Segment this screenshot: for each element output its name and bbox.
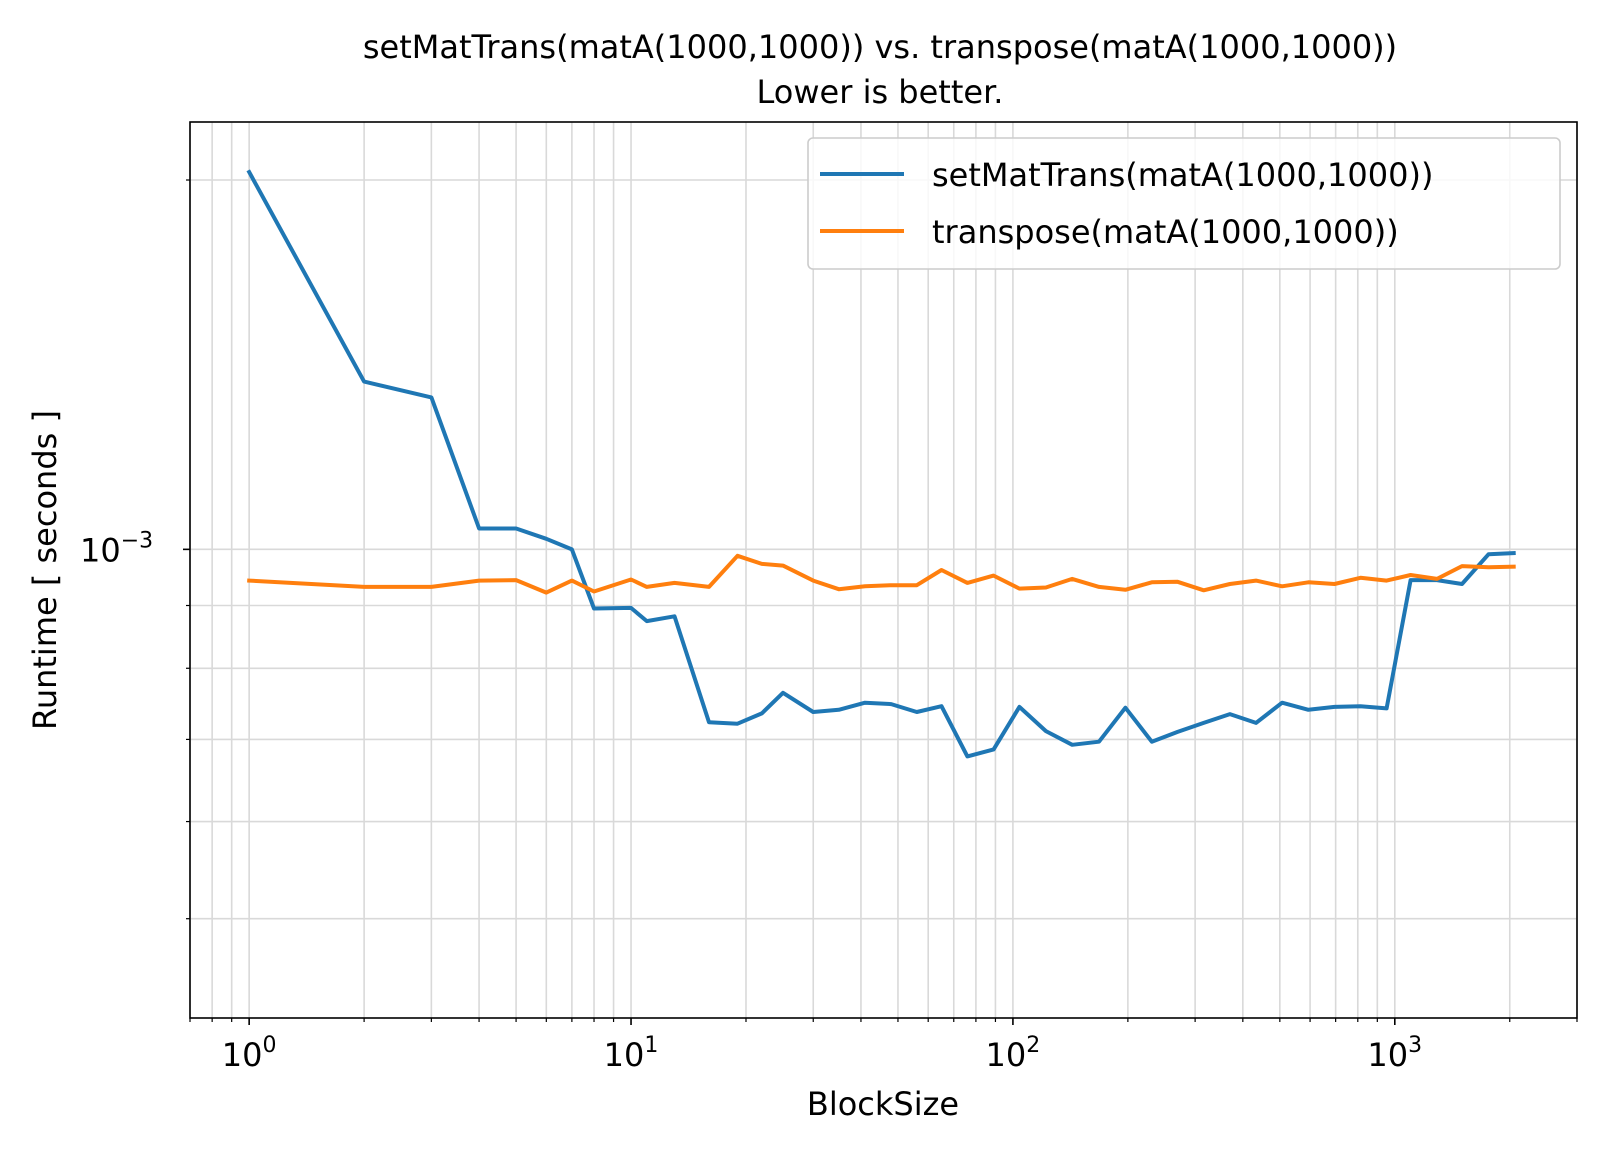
series-line-setmattrans — [246, 169, 1516, 759]
x-tick-label: 100 — [222, 1033, 277, 1074]
axis-ticks: 100 101 102 103 10−3 — [80, 179, 1578, 1074]
legend-label-setmattrans: setMatTrans(matA(1000,1000)) — [932, 156, 1433, 194]
x-tick-label: 101 — [604, 1033, 659, 1074]
y-axis-label: Runtime [ seconds ] — [26, 410, 64, 730]
plot-frame — [189, 121, 1578, 1019]
series-line-transpose — [247, 553, 1516, 595]
grid-lines — [189, 122, 1578, 1018]
legend-box — [807, 137, 1561, 270]
x-tick-label: 103 — [1367, 1033, 1422, 1074]
chart-subtitle: Lower is better. — [757, 73, 1004, 111]
chart-title: setMatTrans(matA(1000,1000)) vs. transpo… — [363, 28, 1397, 66]
y-tick-label: 10−3 — [80, 528, 153, 569]
legend: setMatTrans(matA(1000,1000)) transpose(m… — [807, 137, 1561, 270]
x-axis-label: BlockSize — [807, 1085, 959, 1123]
x-tick-label: 102 — [986, 1033, 1041, 1074]
legend-label-transpose: transpose(matA(1000,1000)) — [932, 213, 1399, 251]
series-lines — [246, 169, 1516, 759]
